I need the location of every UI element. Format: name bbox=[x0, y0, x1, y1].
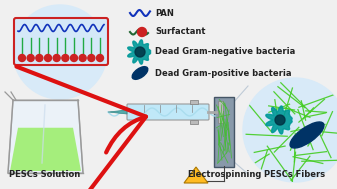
FancyBboxPatch shape bbox=[214, 97, 234, 167]
Bar bbox=[190, 120, 198, 124]
Polygon shape bbox=[184, 167, 208, 183]
Polygon shape bbox=[10, 128, 81, 171]
Circle shape bbox=[44, 54, 52, 61]
FancyBboxPatch shape bbox=[14, 18, 108, 65]
Circle shape bbox=[62, 54, 69, 61]
Circle shape bbox=[96, 54, 103, 61]
Text: Surfactant: Surfactant bbox=[155, 28, 206, 36]
FancyBboxPatch shape bbox=[127, 104, 209, 120]
Circle shape bbox=[88, 54, 95, 61]
Circle shape bbox=[79, 54, 86, 61]
Circle shape bbox=[243, 78, 337, 182]
Circle shape bbox=[36, 54, 43, 61]
Bar bbox=[190, 100, 198, 104]
Polygon shape bbox=[266, 106, 292, 134]
Polygon shape bbox=[108, 110, 127, 114]
Circle shape bbox=[27, 54, 34, 61]
Ellipse shape bbox=[132, 67, 148, 79]
Ellipse shape bbox=[290, 122, 324, 148]
Circle shape bbox=[70, 54, 78, 61]
Bar bbox=[218, 101, 223, 123]
Text: Dead Gram-positive bacteria: Dead Gram-positive bacteria bbox=[155, 68, 292, 77]
Text: PESCs Solution: PESCs Solution bbox=[9, 170, 81, 179]
Polygon shape bbox=[128, 40, 151, 64]
Circle shape bbox=[137, 28, 147, 36]
Circle shape bbox=[53, 54, 60, 61]
Text: Dead Gram-negative bacteria: Dead Gram-negative bacteria bbox=[155, 47, 295, 57]
Text: Electrospinning: Electrospinning bbox=[187, 170, 261, 179]
Polygon shape bbox=[8, 100, 83, 173]
Polygon shape bbox=[275, 115, 285, 125]
Circle shape bbox=[13, 5, 107, 99]
Text: PAN: PAN bbox=[155, 9, 174, 18]
Text: PESCs Fibers: PESCs Fibers bbox=[265, 170, 326, 179]
Circle shape bbox=[19, 54, 26, 61]
Polygon shape bbox=[135, 47, 145, 57]
